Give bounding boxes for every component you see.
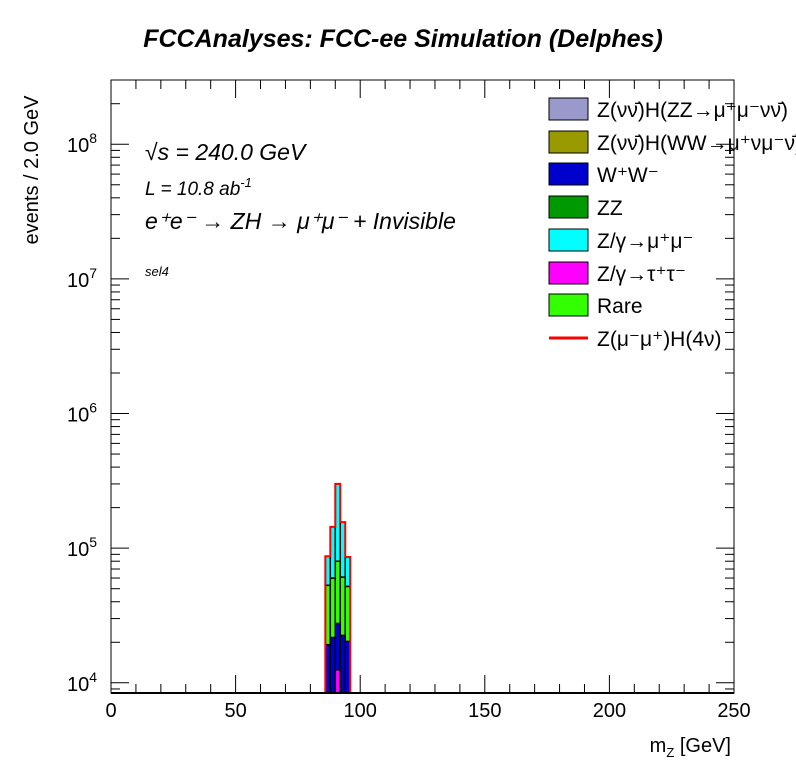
y-tick-label: 106 — [67, 400, 97, 427]
chart-title: FCCAnalyses: FCC-ee Simulation (Delphes) — [143, 25, 663, 53]
legend-entry: Z(μ⁻μ⁺)H(4ν) — [597, 328, 722, 351]
annotation-lumi: L = 10.8 ab-1 — [145, 175, 252, 200]
legend-entry: W⁺W⁻ — [597, 164, 659, 187]
annotation-sqrts: √s = 240.0 GeV — [145, 139, 308, 165]
x-tick-label: 150 — [468, 700, 501, 722]
legend-entry: Rare — [597, 295, 643, 318]
x-tick-label: 250 — [717, 700, 750, 722]
annotation-process: e⁺e⁻ → ZH → μ⁺μ⁻ + Invisible — [145, 208, 456, 234]
legend-entry: Z(νν̄)H(ZZ→μ⁺μ⁻νν̄) — [597, 99, 788, 122]
legend-entry: ZZ — [597, 197, 623, 220]
legend-swatch — [548, 130, 589, 154]
y-axis-label: events / 2.0 GeV — [21, 95, 43, 245]
legend-swatch — [548, 228, 589, 252]
x-tick-label: 200 — [593, 700, 626, 722]
legend-swatch — [548, 261, 589, 285]
plot-frame — [110, 79, 735, 694]
x-tick-label: 100 — [344, 700, 377, 722]
legend-swatch — [548, 97, 589, 121]
y-tick-label: 108 — [67, 130, 97, 157]
x-axis-label: mZ [GeV] — [650, 735, 731, 760]
legend-swatch — [548, 195, 589, 219]
legend-entry: Z(νν̄)H(WW→μ⁺νμ⁻ν̄) — [597, 132, 796, 155]
legend-entry: Z/γ→τ⁺τ⁻ — [597, 263, 686, 286]
legend-swatch — [548, 293, 589, 317]
y-tick-label: 107 — [67, 265, 97, 292]
x-tick-label: 0 — [105, 700, 116, 722]
annotation-selection: sel4 — [145, 264, 169, 279]
signal-line — [324, 482, 352, 693]
y-tick-label: 104 — [67, 669, 97, 696]
y-tick-label: 105 — [67, 534, 97, 561]
x-tick-label: 50 — [224, 700, 246, 722]
legend-entry: Z/γ→μ⁺μ⁻ — [597, 230, 694, 253]
legend-swatch — [548, 162, 589, 186]
